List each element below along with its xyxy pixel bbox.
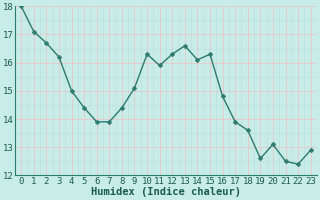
X-axis label: Humidex (Indice chaleur): Humidex (Indice chaleur) (91, 187, 241, 197)
